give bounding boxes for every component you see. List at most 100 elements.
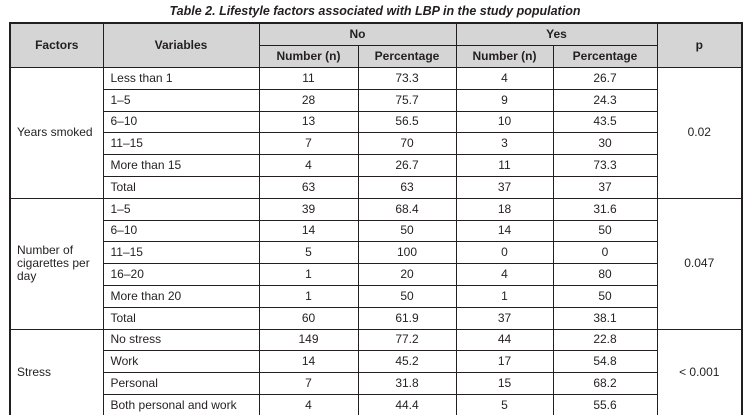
- cell-yes-number: 44: [455, 328, 554, 352]
- cell-yes-percentage: 37: [552, 175, 658, 199]
- p-value-cell: 0.047: [656, 197, 743, 330]
- cell-no-number: 60: [258, 306, 359, 330]
- cell-yes-number: 4: [455, 263, 554, 286]
- cell-variable: No stress: [102, 328, 260, 352]
- cell-no-percentage: 26.7: [357, 154, 457, 177]
- cell-variable: Total: [102, 175, 260, 199]
- cell-yes-percentage: 30: [552, 132, 658, 156]
- cell-no-number: 4: [258, 154, 359, 177]
- table-row: Years smoked Less than 1 11 73.3 4 26.7 0.02: [9, 67, 743, 199]
- header-number-no: Number (n): [258, 45, 359, 68]
- table-row: 16–20 1 20 4 80: [10, 263, 742, 286]
- cell-no-percentage: 45.2: [357, 350, 457, 374]
- table-row: More than 15 4 26.7 11 73.3: [10, 154, 742, 177]
- cell-yes-number: 18: [455, 197, 554, 221]
- cell-yes-number: 4: [455, 67, 554, 90]
- cell-no-number: 1: [258, 284, 359, 308]
- cell-variable: Work: [102, 350, 260, 374]
- cell-no-percentage: 68.4: [357, 197, 457, 221]
- cell-yes-percentage: 22.8: [552, 328, 658, 352]
- header-variables: Variables: [102, 22, 260, 68]
- cell-no-number: 7: [258, 132, 359, 156]
- cell-variable: More than 20: [102, 284, 260, 308]
- table-row: 11–15 5 100 0 0: [10, 241, 742, 265]
- cell-no-percentage: 100: [357, 241, 457, 265]
- table-row: 1–5 28 75.7 9 24.3: [10, 88, 742, 112]
- lifestyle-factors-table: Factors Variables No Yes p Number (n) Pe…: [9, 22, 744, 415]
- cell-yes-percentage: 80: [552, 263, 658, 286]
- cell-yes-percentage: 50: [552, 219, 658, 243]
- p-value-cell: < 0.001: [656, 328, 743, 415]
- cell-no-number: 11: [258, 67, 359, 90]
- cell-no-percentage: 75.7: [357, 88, 457, 112]
- cell-yes-percentage: 26.7: [552, 67, 658, 90]
- cell-no-percentage: 50: [357, 219, 457, 243]
- cell-yes-percentage: 24.3: [552, 88, 658, 112]
- cell-no-percentage: 50: [357, 284, 457, 308]
- factor-cell: Stress: [9, 328, 104, 415]
- cell-yes-percentage: 38.1: [552, 306, 658, 330]
- table-row: Stress No stress 149 77.2 44 22.8 < 0.001: [9, 328, 743, 415]
- cell-yes-number: 14: [455, 219, 554, 243]
- table-body: Years smoked Less than 1 11 73.3 4 26.7 0.02 1–…: [9, 67, 743, 415]
- table-row: Total 60 61.9 37 38.1: [10, 306, 742, 330]
- table-row: 6–10 13 56.5 10 43.5: [10, 110, 742, 134]
- factor-cell: Number of cigarettes per day: [9, 197, 104, 330]
- table-row: Number of cigarettes per day 1–5 39 68.4 18 3…: [9, 197, 743, 330]
- cell-yes-percentage: 55.6: [552, 393, 658, 415]
- cell-yes-number: 3: [455, 132, 554, 156]
- p-value-cell: 0.02: [656, 67, 743, 199]
- cell-yes-number: 37: [455, 175, 554, 199]
- cell-variable: 16–20: [102, 263, 260, 286]
- cell-variable: 11–15: [102, 132, 260, 156]
- cell-no-percentage: 63: [357, 175, 457, 199]
- cell-yes-number: 5: [455, 393, 554, 415]
- cell-yes-percentage: 50: [552, 284, 658, 308]
- table-title: Table 2. Lifestyle factors associated wi…: [169, 4, 581, 18]
- header-row-subcols: Number (n) Percentage Number (n) Percent…: [10, 45, 742, 68]
- cell-no-percentage: 44.4: [357, 393, 457, 415]
- cell-no-number: 13: [258, 110, 359, 134]
- cell-no-number: 149: [258, 328, 359, 352]
- header-number-yes: Number (n): [455, 45, 554, 68]
- cell-no-number: 28: [258, 88, 359, 112]
- cell-yes-number: 1: [455, 284, 554, 308]
- table-row: 11–15 7 70 3 30: [10, 132, 742, 156]
- header-p: p: [656, 22, 743, 68]
- cell-variable: 1–5: [102, 88, 260, 112]
- cell-yes-number: 11: [455, 154, 554, 177]
- header-percentage-yes: Percentage: [552, 45, 658, 68]
- cell-no-percentage: 77.2: [357, 328, 457, 352]
- cell-yes-number: 10: [455, 110, 554, 134]
- cell-no-percentage: 73.3: [357, 67, 457, 90]
- cell-no-percentage: 61.9: [357, 306, 457, 330]
- cell-yes-percentage: 68.2: [552, 372, 658, 395]
- cell-variable: Personal: [102, 372, 260, 395]
- header-no-group: No: [258, 22, 457, 46]
- cell-no-number: 14: [258, 350, 359, 374]
- header-percentage-no: Percentage: [357, 45, 457, 68]
- cell-variable: Total: [102, 306, 260, 330]
- table-row: Both personal and work 4 44.4 5 55.6: [10, 393, 742, 415]
- cell-yes-number: 15: [455, 372, 554, 395]
- cell-no-percentage: 70: [357, 132, 457, 156]
- table-header: Factors Variables No Yes p Number (n) Pe…: [9, 22, 743, 68]
- factor-cell: Years smoked: [9, 67, 104, 199]
- cell-yes-percentage: 73.3: [552, 154, 658, 177]
- cell-yes-percentage: 54.8: [552, 350, 658, 374]
- cell-no-number: 1: [258, 263, 359, 286]
- table-row: Work 14 45.2 17 54.8: [10, 350, 742, 374]
- header-yes-group: Yes: [455, 22, 658, 46]
- cell-variable: Both personal and work: [102, 393, 260, 415]
- cell-variable: 1–5: [102, 197, 260, 221]
- table-row: More than 20 1 50 1 50: [10, 284, 742, 308]
- cell-variable: 11–15: [102, 241, 260, 265]
- cell-variable: More than 15: [102, 154, 260, 177]
- cell-no-percentage: 20: [357, 263, 457, 286]
- cell-no-number: 14: [258, 219, 359, 243]
- cell-yes-number: 37: [455, 306, 554, 330]
- cell-no-number: 4: [258, 393, 359, 415]
- header-factors: Factors: [9, 22, 104, 68]
- cell-yes-percentage: 43.5: [552, 110, 658, 134]
